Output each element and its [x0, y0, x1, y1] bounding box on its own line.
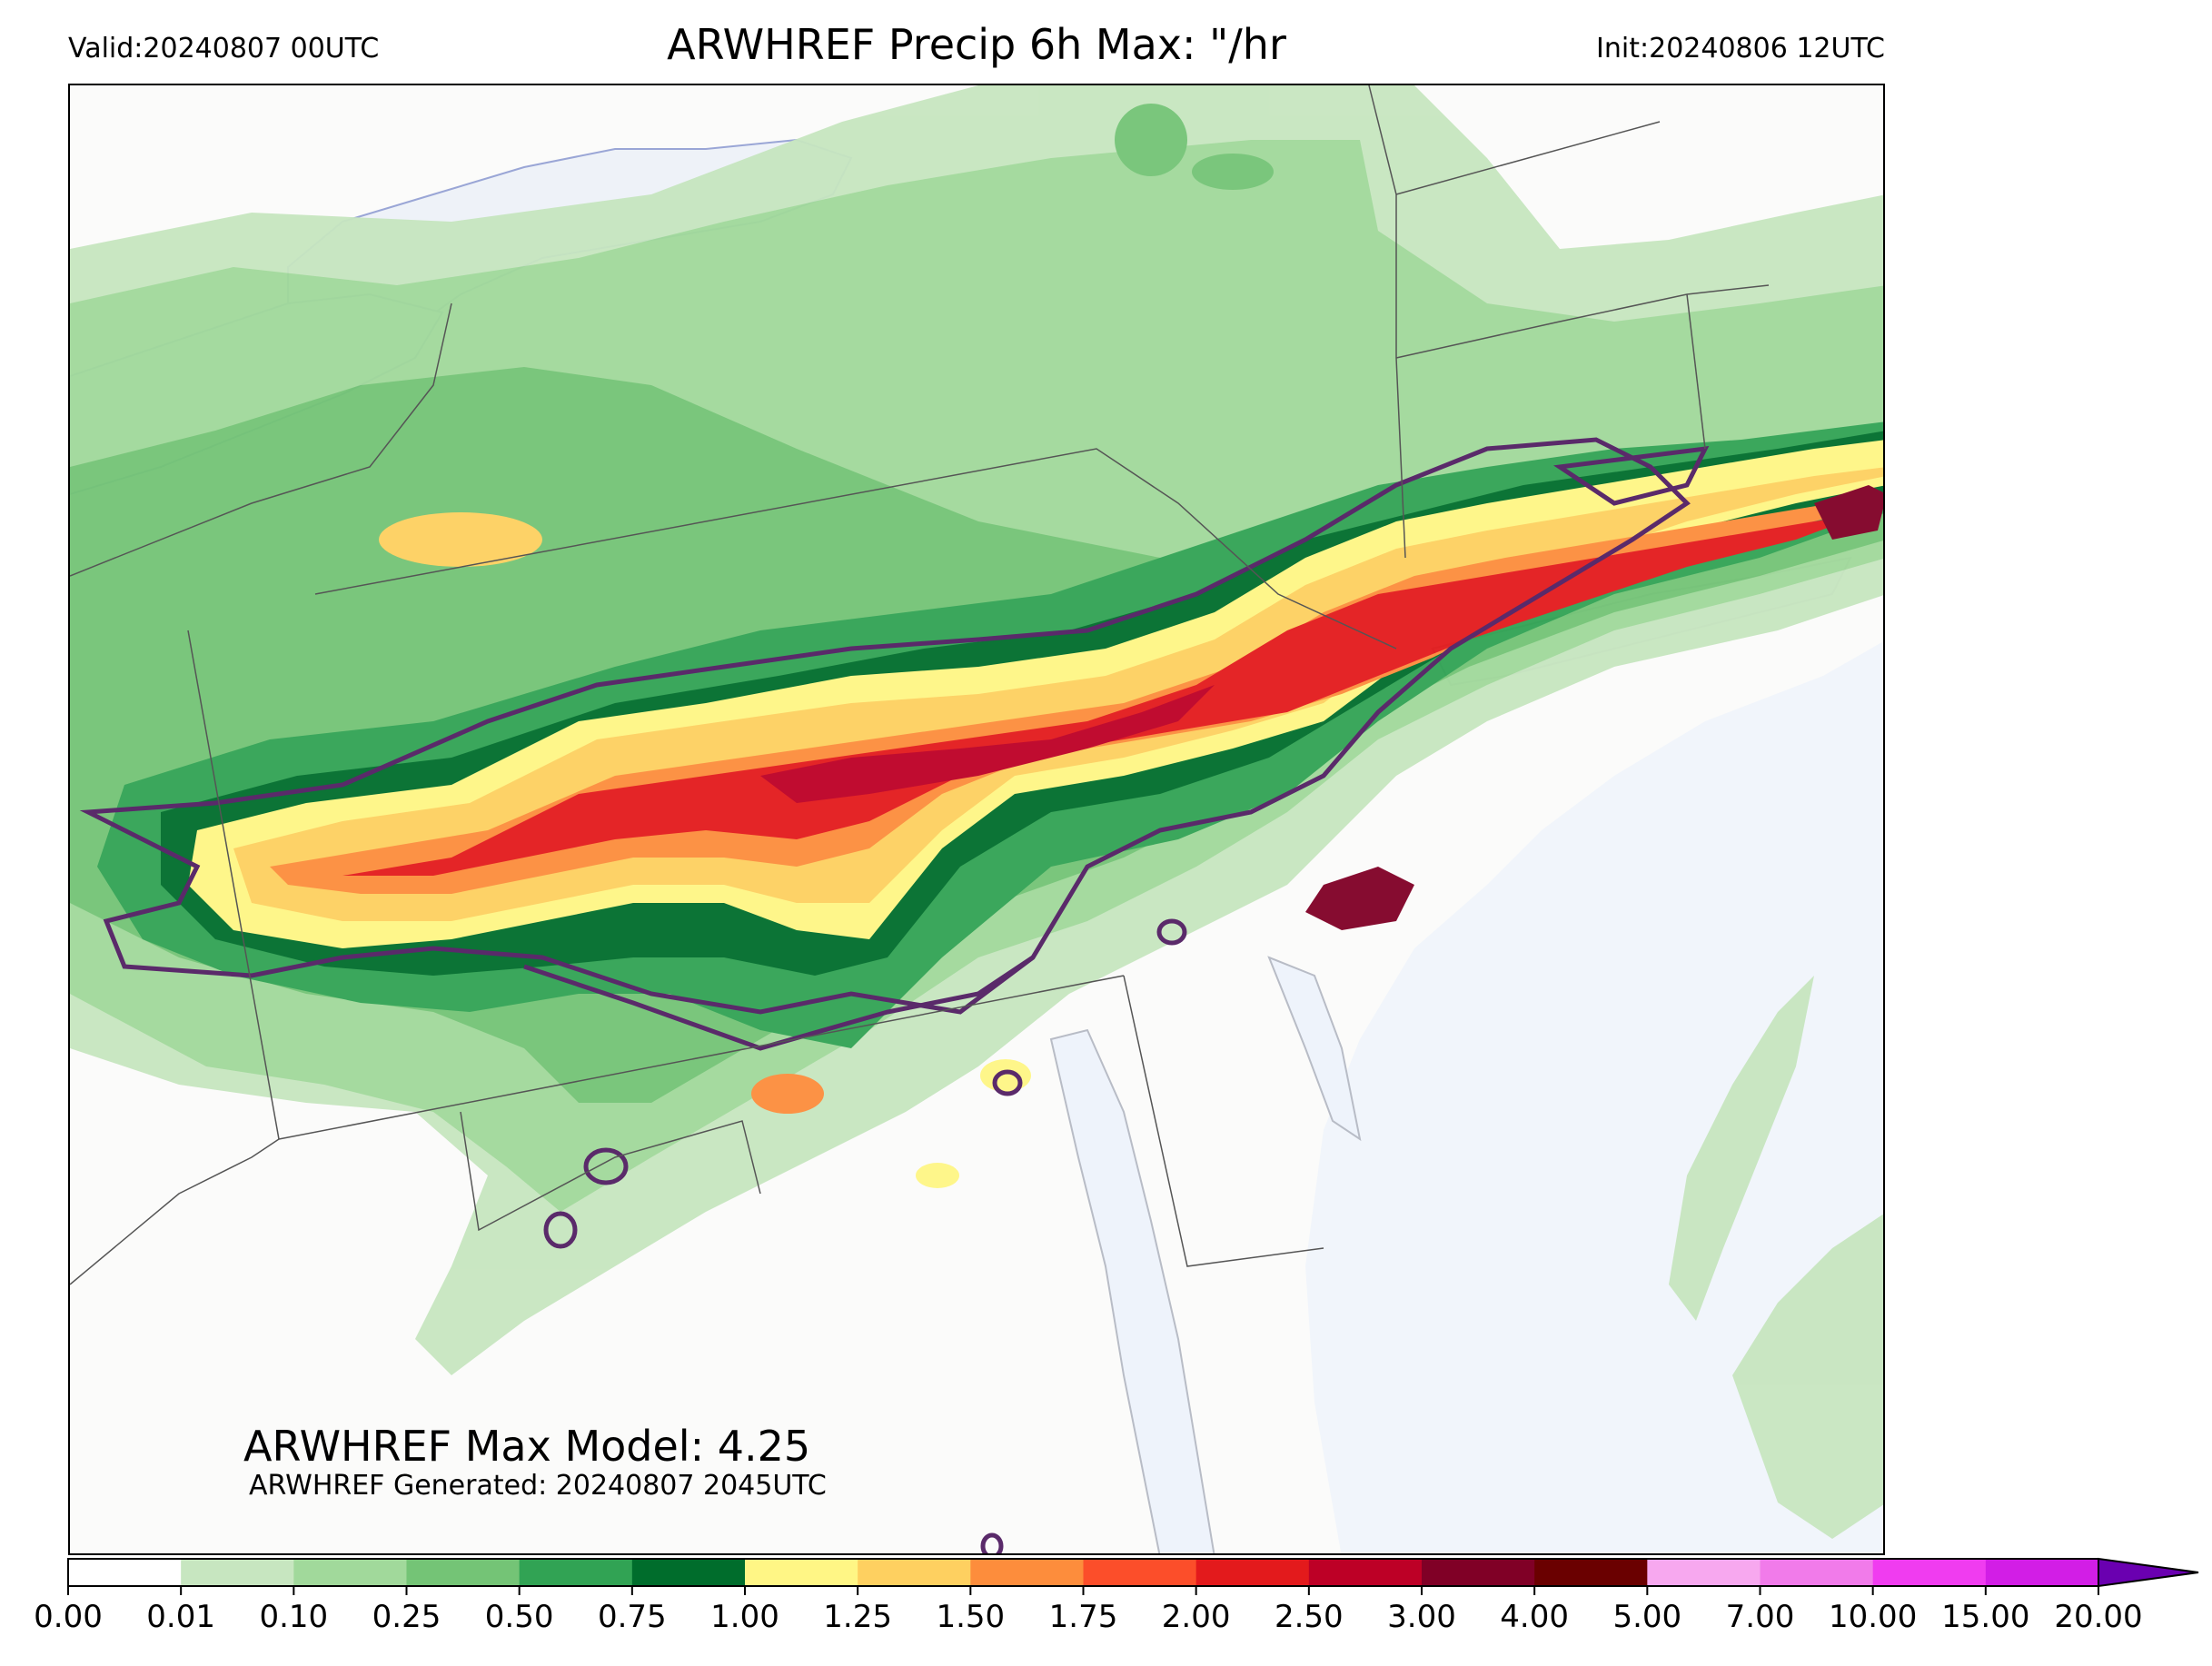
- state-borders: [70, 85, 1770, 1285]
- atlantic-ocean: [1305, 641, 1883, 1553]
- contour-south: [523, 955, 1035, 1051]
- probability-contours: [79, 437, 1710, 1553]
- max-model-label: ARWHREF Max Model: 4.25: [243, 1422, 811, 1471]
- contour-ring-5: [980, 1532, 1004, 1553]
- colorbar-swatch: [519, 1559, 633, 1586]
- colorbar-tick-label: 0.50: [484, 1599, 554, 1635]
- colorbar-swatch: [970, 1559, 1084, 1586]
- colorbar-swatch: [745, 1559, 858, 1586]
- colorbar-extend-arrow: [2098, 1557, 2199, 1588]
- border-md-de: [1123, 975, 1324, 1267]
- border-ny-vt: [1368, 85, 1406, 559]
- contour-main: [79, 437, 1691, 1015]
- border-ma: [1395, 121, 1661, 195]
- colorbar-tick-label: 7.00: [1725, 1599, 1795, 1635]
- colorbar-swatch: [1083, 1559, 1197, 1586]
- colorbar-swatch: [858, 1559, 971, 1586]
- colorbar-tick-label: 0.25: [372, 1599, 441, 1635]
- border-wv: [70, 1138, 280, 1285]
- precip-200: [342, 512, 1869, 876]
- precip-010-se: [1732, 1214, 1883, 1539]
- colorbar-tick-label: 0.00: [34, 1599, 103, 1635]
- colorbar-swatch: [68, 1559, 182, 1586]
- colorbar-swatch: [293, 1559, 407, 1586]
- precip-010-east: [1669, 976, 1814, 1321]
- colorbar-swatch: [1308, 1559, 1423, 1586]
- chesapeake-bay: [1049, 1028, 1215, 1553]
- contour-ne: [1553, 445, 1710, 506]
- valid-time-label: Valid:20240807 00UTC: [68, 33, 380, 64]
- colorbar-swatch: [631, 1559, 746, 1586]
- colorbar-swatch: [1647, 1559, 1761, 1586]
- border-pa-md: [278, 975, 1125, 1140]
- precip-300-ne: [1814, 485, 1883, 540]
- precip-cell-ny: [1115, 104, 1187, 176]
- colorbar-swatch: [1534, 1559, 1648, 1586]
- colorbar-tick-label: 0.10: [259, 1599, 329, 1635]
- colorbar-tick-label: 15.00: [1941, 1599, 2030, 1635]
- border-va: [460, 1111, 761, 1232]
- colorbar-tick-label: 3.00: [1387, 1599, 1456, 1635]
- map-title: ARWHREF Precip 6h Max: "/hr: [667, 20, 1286, 69]
- colorbar-tick-label: 1.50: [936, 1599, 1006, 1635]
- contour-ring-1: [583, 1147, 629, 1185]
- generated-label: ARWHREF Generated: 20240807 2045UTC: [249, 1470, 827, 1502]
- contour-ring-2: [543, 1211, 578, 1249]
- colorbar-swatch: [1872, 1559, 1987, 1586]
- colorbar-swatch: [1760, 1559, 1874, 1586]
- colorbar-tick-label: 20.00: [2054, 1599, 2143, 1635]
- precip-cell-md: [751, 1074, 824, 1114]
- precip-map: [68, 84, 1885, 1555]
- border-ct: [1395, 284, 1770, 359]
- colorbar-tick-label: 2.00: [1161, 1599, 1231, 1635]
- precip-cell-ny2: [1192, 154, 1274, 190]
- precip-cell-md3: [916, 1163, 959, 1188]
- colorbar-tick-label: 1.25: [823, 1599, 893, 1635]
- precip-shading: [70, 85, 1883, 1539]
- precip-250-core: [760, 685, 1215, 803]
- init-time-label: Init:20240806 12UTC: [1596, 33, 1885, 64]
- delaware-bay: [1267, 956, 1362, 1142]
- colorbar-tick-label: 2.50: [1274, 1599, 1344, 1635]
- colorbar-tick-label: 10.00: [1828, 1599, 1918, 1635]
- precip-300-core: [1305, 867, 1414, 930]
- border-ny-pa: [314, 448, 1397, 650]
- contour-ring-3: [992, 1069, 1023, 1096]
- colorbar-swatch: [406, 1559, 521, 1586]
- colorbar-tick-label: 1.00: [710, 1599, 779, 1635]
- colorbar-swatch: [1422, 1559, 1535, 1586]
- border-ontario: [70, 302, 452, 577]
- border-pa-west: [187, 630, 280, 1140]
- colorbar-swatch: [181, 1559, 294, 1586]
- colorbar-tick-label: 0.75: [597, 1599, 667, 1635]
- map-canvas: [70, 85, 1883, 1553]
- colorbar-swatch: [1985, 1559, 2099, 1586]
- colorbar-swatch: [1195, 1559, 1310, 1586]
- contour-ring-4: [1156, 918, 1187, 946]
- border-ct-ri: [1686, 293, 1706, 450]
- colorbar-tick-label: 0.01: [146, 1599, 216, 1635]
- colorbar-tick-label: 5.00: [1612, 1599, 1682, 1635]
- precip-cell-nw: [379, 512, 542, 567]
- colorbar-tick-label: 1.75: [1048, 1599, 1118, 1635]
- colorbar-tick-label: 4.00: [1500, 1599, 1570, 1635]
